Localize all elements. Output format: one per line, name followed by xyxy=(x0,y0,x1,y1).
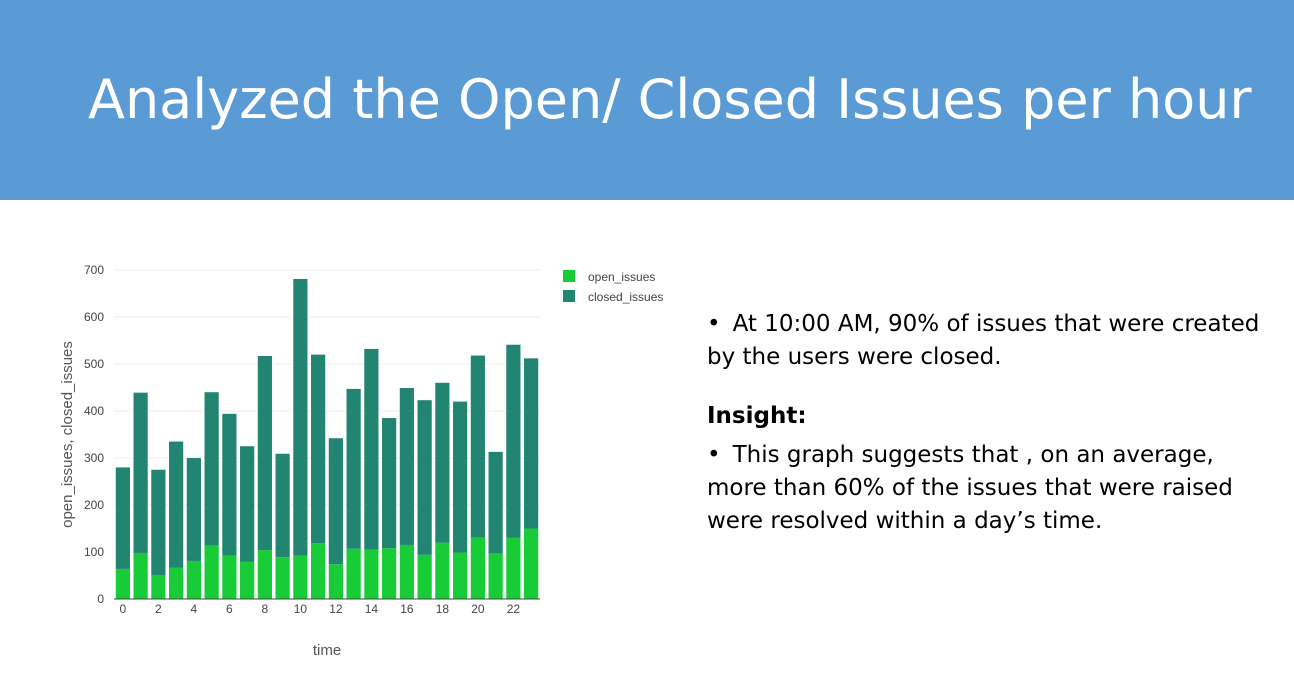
x-tick-label: 8 xyxy=(262,602,269,616)
bar-closed-issues xyxy=(275,453,290,558)
x-tick-label: 18 xyxy=(436,602,450,616)
bar-open-issues xyxy=(524,528,539,599)
bar-closed-issues xyxy=(453,401,468,553)
bar-open-issues xyxy=(204,545,219,599)
x-tick-label: 12 xyxy=(329,602,343,616)
x-axis-label: time xyxy=(313,642,341,659)
bar-closed-issues xyxy=(488,451,503,554)
bar-open-issues xyxy=(506,537,521,599)
bullet-observation-text: At 10:00 AM, 90% of issues that were cre… xyxy=(707,311,1260,370)
bar-closed-issues xyxy=(115,467,130,569)
bar-closed-issues xyxy=(257,356,272,551)
bar-open-issues xyxy=(417,554,432,599)
bar-open-issues xyxy=(435,542,450,599)
bar-open-issues xyxy=(115,568,130,599)
bar-closed-issues xyxy=(151,469,166,576)
bar-closed-issues xyxy=(293,278,308,556)
bar-closed-issues xyxy=(506,344,521,538)
bar-open-issues xyxy=(151,575,166,599)
bar-open-issues xyxy=(222,555,237,599)
x-axis-ticks: 0 2 4 6 8 10 12 14 16 18 20 22 xyxy=(120,602,521,616)
y-axis-ticks: 0 100 200 300 400 500 600 700 xyxy=(84,263,104,606)
bar-closed-issues xyxy=(470,355,485,538)
bar-closed-issues xyxy=(435,382,450,543)
bar-closed-issues xyxy=(382,418,397,549)
bar-open-issues xyxy=(399,544,414,599)
legend-swatch xyxy=(563,290,575,302)
bullet-marker: • xyxy=(707,311,721,337)
bar-closed-issues xyxy=(240,446,255,562)
y-tick-label: 0 xyxy=(97,592,104,606)
y-axis-label: open_issues, closed_issues xyxy=(59,341,76,528)
bar-closed-issues xyxy=(399,387,414,545)
bar-open-issues xyxy=(169,567,184,599)
stacked-bar-chart: 0 100 200 300 400 500 600 700 0 2 4 6 8 10 12 14 16 18 20… xyxy=(59,263,663,659)
chart-bars xyxy=(115,278,539,599)
y-tick-label: 300 xyxy=(84,451,104,465)
bar-open-issues xyxy=(311,543,326,599)
bar-closed-issues xyxy=(346,388,361,549)
bullet-observation: • At 10:00 AM, 90% of issues that were cr… xyxy=(707,308,1277,374)
legend-swatch xyxy=(563,270,575,282)
bullet-insight: • This graph suggests that , on an averag… xyxy=(707,439,1277,538)
chart-grid xyxy=(114,269,540,553)
x-tick-label: 10 xyxy=(294,602,308,616)
bullet-marker: • xyxy=(707,442,721,468)
bar-open-issues xyxy=(133,552,148,599)
legend-label: closed_issues xyxy=(588,290,663,304)
bar-closed-issues xyxy=(364,348,379,550)
chart-legend: open_issues closed_issues xyxy=(563,270,663,304)
y-tick-label: 400 xyxy=(84,404,104,418)
legend-label: open_issues xyxy=(588,270,655,284)
bar-open-issues xyxy=(488,553,503,599)
bar-open-issues xyxy=(346,548,361,599)
y-tick-label: 700 xyxy=(84,263,104,277)
title-banner: Analyzed the Open/ Closed Issues per hou… xyxy=(0,0,1294,200)
y-tick-label: 200 xyxy=(84,498,104,512)
bullet-insight-text: This graph suggests that , on an average… xyxy=(707,442,1233,534)
slide-title: Analyzed the Open/ Closed Issues per hou… xyxy=(88,68,1252,131)
y-tick-label: 600 xyxy=(84,310,104,324)
bar-open-issues xyxy=(328,564,343,599)
bar-closed-issues xyxy=(133,392,148,553)
bullets-panel: • At 10:00 AM, 90% of issues that were cr… xyxy=(707,308,1277,538)
bar-closed-issues xyxy=(311,354,326,544)
x-tick-label: 4 xyxy=(191,602,198,616)
y-tick-label: 100 xyxy=(84,545,104,559)
bar-open-issues xyxy=(240,561,255,599)
x-tick-label: 6 xyxy=(226,602,233,616)
x-tick-label: 0 xyxy=(120,602,127,616)
bar-closed-issues xyxy=(169,441,184,568)
x-tick-label: 2 xyxy=(155,602,162,616)
bar-open-issues xyxy=(364,549,379,599)
x-tick-label: 14 xyxy=(365,602,379,616)
bar-open-issues xyxy=(275,557,290,599)
bar-open-issues xyxy=(470,537,485,599)
x-tick-label: 22 xyxy=(507,602,521,616)
bar-open-issues xyxy=(453,552,468,599)
bar-open-issues xyxy=(382,548,397,599)
bar-closed-issues xyxy=(328,438,343,565)
x-tick-label: 16 xyxy=(400,602,414,616)
bar-closed-issues xyxy=(524,358,539,529)
bar-open-issues xyxy=(186,560,201,599)
bar-closed-issues xyxy=(186,458,201,561)
bar-open-issues xyxy=(293,555,308,599)
y-tick-label: 500 xyxy=(84,357,104,371)
bar-closed-issues xyxy=(222,413,237,556)
bar-open-issues xyxy=(257,550,272,599)
bar-closed-issues xyxy=(204,392,219,546)
x-tick-label: 20 xyxy=(471,602,485,616)
bar-closed-issues xyxy=(417,400,432,555)
insight-heading: Insight: xyxy=(707,403,807,429)
